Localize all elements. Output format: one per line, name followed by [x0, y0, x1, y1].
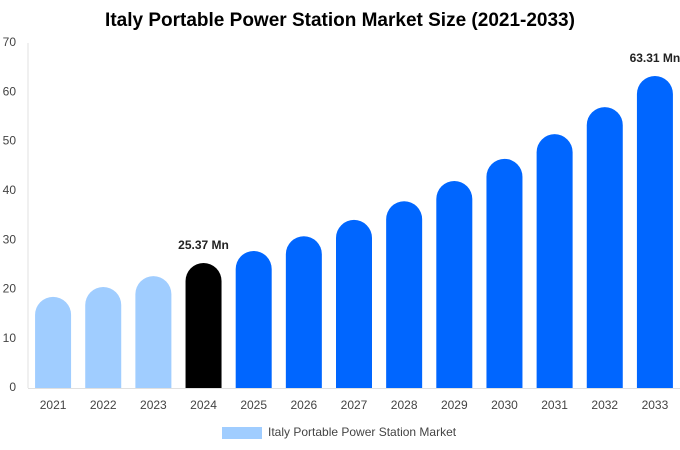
y-tick-label: 70	[3, 35, 17, 49]
x-tick-label: 2032	[591, 398, 618, 412]
x-tick-label: 2023	[140, 398, 167, 412]
x-tick-label: 2024	[190, 398, 217, 412]
bar	[85, 286, 122, 388]
bar	[536, 134, 573, 388]
y-tick-label: 10	[3, 331, 17, 345]
legend-swatch	[222, 427, 262, 439]
bar	[336, 219, 372, 388]
x-tick-label: 2031	[541, 398, 568, 412]
x-tick-label: 2025	[240, 398, 267, 412]
x-tick-label: 2028	[391, 398, 418, 412]
x-tick-label: 2026	[290, 398, 317, 412]
y-tick-label: 30	[3, 232, 17, 246]
x-tick-label: 2033	[642, 398, 669, 412]
y-tick-label: 20	[3, 282, 17, 296]
x-tick-label: 2022	[90, 398, 117, 412]
y-tick-label: 50	[3, 134, 17, 148]
x-tick-label: 2021	[40, 398, 67, 412]
bar	[135, 276, 172, 388]
bar	[486, 158, 523, 388]
legend-label: Italy Portable Power Station Market	[268, 425, 457, 439]
x-tick-label: 2029	[441, 398, 468, 412]
bar	[636, 75, 673, 388]
bar	[185, 262, 222, 388]
y-tick-label: 60	[3, 84, 17, 98]
bar	[235, 250, 272, 388]
bar	[586, 107, 623, 389]
bar	[386, 201, 423, 388]
bar	[35, 296, 72, 388]
value-label: 25.37 Mn	[178, 238, 229, 252]
y-tick-label: 40	[3, 183, 17, 197]
y-tick-label: 0	[9, 380, 16, 394]
bar	[436, 181, 473, 388]
chart-title: Italy Portable Power Station Market Size…	[105, 10, 575, 31]
value-label: 63.31 Mn	[630, 51, 680, 65]
x-tick-label: 2027	[341, 398, 368, 412]
bar	[285, 236, 322, 388]
x-tick-label: 2030	[491, 398, 518, 412]
